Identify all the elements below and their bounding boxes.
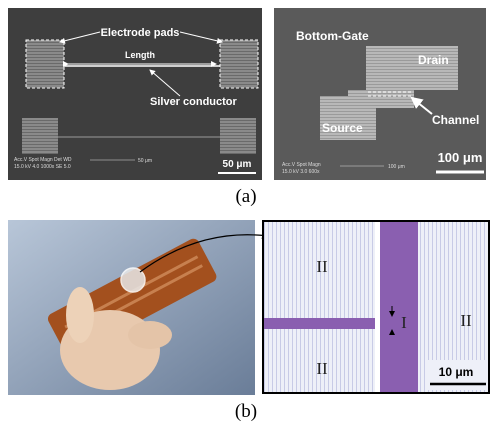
region-label: II — [316, 257, 328, 276]
photo — [8, 220, 268, 395]
electrode-pad — [220, 40, 258, 88]
region-label: II — [316, 359, 328, 378]
callout: Electrode pads — [101, 27, 180, 39]
label: Drain — [418, 53, 449, 67]
callout: Silver conductor — [150, 96, 238, 108]
panel-label: (a) — [235, 186, 256, 207]
sem-info: Acc.V Spot Magn Det WD — [14, 157, 72, 163]
sem-info: 15.0 kV 4.0 1000x SE 5.0 — [14, 164, 71, 170]
gap — [375, 222, 380, 392]
sem-left: Electrode pads Length Silver conductor A… — [8, 8, 262, 180]
label: Source — [322, 121, 363, 135]
sem-info: 100 μm — [388, 164, 405, 170]
thumb — [66, 287, 94, 343]
scale-label: 10 μm — [439, 365, 474, 379]
sem-right: Bottom-Gate Drain Channel Source Acc.V S… — [274, 8, 486, 180]
pad — [22, 118, 58, 154]
micrograph: II II II I 10 μm — [263, 221, 489, 393]
finger — [128, 321, 172, 349]
sem-info: 50 μm — [138, 158, 152, 164]
purple-line — [264, 318, 376, 329]
sem-title: Bottom-Gate — [296, 29, 369, 43]
scale-label: 100 μm — [438, 150, 483, 165]
panel-label: (b) — [235, 401, 257, 422]
electrode-pad — [26, 40, 64, 88]
purple-line — [380, 222, 418, 392]
channel-region — [348, 90, 414, 108]
region-label: I — [401, 313, 407, 332]
sem-info: 15.0 kV 3.0 600x — [282, 169, 320, 175]
scale-label: 50 μm — [223, 159, 252, 170]
pad — [220, 118, 256, 154]
figure: Electrode pads Length Silver conductor A… — [0, 0, 492, 427]
callout: Length — [125, 50, 155, 60]
sem-info: Acc.V Spot Magn — [282, 162, 321, 168]
label: Channel — [432, 113, 479, 127]
region-label: II — [460, 311, 472, 330]
